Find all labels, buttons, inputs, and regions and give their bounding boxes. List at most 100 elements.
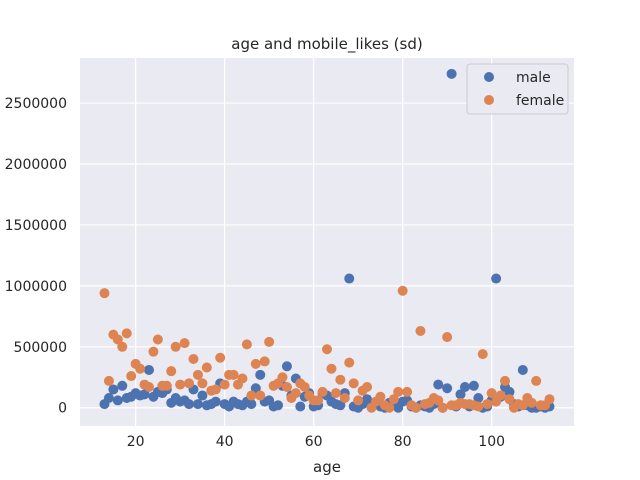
female-point <box>219 379 230 390</box>
female-point <box>228 369 239 380</box>
male-point <box>281 361 292 372</box>
female-point <box>348 378 359 389</box>
female-point <box>210 384 221 395</box>
legend-label-male: male <box>516 70 551 86</box>
x-tick-label: 20 <box>127 434 145 450</box>
male-point <box>255 369 266 380</box>
female-point <box>326 363 337 374</box>
female-point <box>397 285 408 296</box>
male-point <box>344 273 355 284</box>
male-point <box>491 273 502 284</box>
female-point <box>504 394 515 405</box>
male-point <box>459 382 470 393</box>
female-point <box>152 334 163 345</box>
female-point <box>313 395 324 406</box>
female-point <box>281 382 292 393</box>
female-point <box>473 401 484 412</box>
female-point <box>175 379 186 390</box>
female-point <box>544 394 555 405</box>
y-tick-label: 1500000 <box>5 218 67 234</box>
female-point <box>166 366 177 377</box>
female-point <box>344 357 355 368</box>
y-tick-label: 2000000 <box>5 157 67 173</box>
female-point <box>477 349 488 360</box>
female-point <box>362 382 373 393</box>
male-point <box>504 386 515 397</box>
female-point <box>277 372 288 383</box>
female-point <box>121 328 132 339</box>
female-point <box>388 394 399 405</box>
female-point <box>170 341 181 352</box>
female-point <box>148 346 159 357</box>
male-point <box>197 390 208 401</box>
female-point <box>241 339 252 350</box>
female-point <box>179 338 190 349</box>
female-point <box>384 402 395 413</box>
female-point <box>143 382 154 393</box>
series-female <box>99 285 555 413</box>
y-tick-label: 1000000 <box>5 279 67 295</box>
female-point <box>442 332 453 343</box>
female-point <box>250 358 261 369</box>
male-point <box>433 379 444 390</box>
female-point <box>259 356 270 367</box>
male-point <box>335 400 346 411</box>
female-point <box>126 371 137 382</box>
male-point <box>517 364 528 375</box>
y-tick-label: 500000 <box>14 340 67 356</box>
female-point <box>255 390 266 401</box>
female-point <box>192 369 203 380</box>
male-point <box>112 395 123 406</box>
legend-marker-female <box>484 95 494 105</box>
female-point <box>437 402 448 413</box>
female-point <box>112 334 123 345</box>
male-point <box>273 400 284 411</box>
x-tick-labels: 20 40 60 80 100 <box>127 434 505 450</box>
female-point <box>103 375 114 386</box>
male-point <box>442 383 453 394</box>
female-point <box>330 388 341 399</box>
female-point <box>500 375 511 386</box>
chart-title: age and mobile_likes (sd) <box>231 35 422 54</box>
x-tick-label: 60 <box>305 434 323 450</box>
female-point <box>402 386 413 397</box>
female-point <box>517 400 528 411</box>
male-point <box>473 392 484 403</box>
female-point <box>317 386 328 397</box>
male-point <box>139 389 150 400</box>
male-point <box>210 396 221 407</box>
female-point <box>375 391 386 402</box>
female-point <box>411 402 422 413</box>
data-points <box>99 68 555 413</box>
female-point <box>339 392 350 403</box>
female-point <box>526 397 537 408</box>
female-point <box>264 336 275 347</box>
female-point <box>161 380 172 391</box>
male-point <box>192 399 203 410</box>
female-point <box>290 388 301 399</box>
x-tick-label: 80 <box>394 434 412 450</box>
female-point <box>246 390 257 401</box>
legend-marker-male <box>484 72 494 82</box>
y-tick-label: 0 <box>58 401 67 417</box>
x-tick-label: 100 <box>478 434 505 450</box>
female-point <box>188 353 199 364</box>
male-point <box>143 364 154 375</box>
female-point <box>135 363 146 374</box>
x-tick-label: 40 <box>216 434 234 450</box>
male-point <box>455 389 466 400</box>
female-point <box>99 288 110 299</box>
y-tick-label: 2500000 <box>5 96 67 112</box>
female-point <box>215 352 226 363</box>
female-point <box>335 374 346 385</box>
male-point <box>446 68 457 79</box>
female-point <box>495 390 506 401</box>
male-point <box>103 392 114 403</box>
female-point <box>433 395 444 406</box>
y-tick-labels: 0 500000 1000000 1500000 2000000 2500000 <box>5 96 67 417</box>
female-point <box>415 325 426 336</box>
legend-label-female: female <box>516 93 564 109</box>
female-point <box>482 399 493 410</box>
male-point <box>246 399 257 410</box>
male-point <box>468 380 479 391</box>
